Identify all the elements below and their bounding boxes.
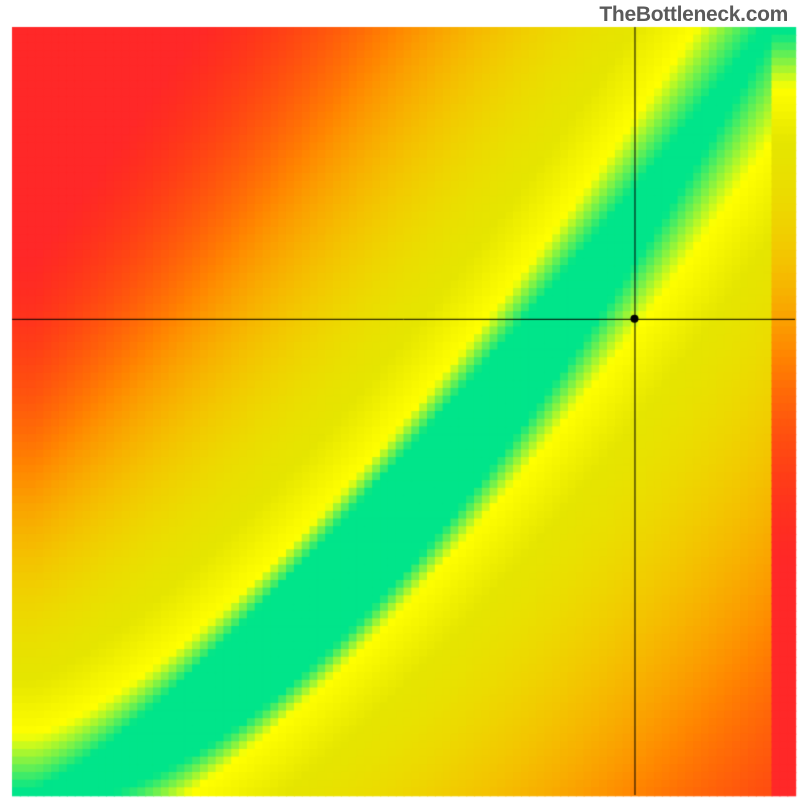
bottleneck-heatmap bbox=[0, 0, 800, 800]
chart-container: TheBottleneck.com bbox=[0, 0, 800, 800]
attribution-text: TheBottleneck.com bbox=[599, 3, 788, 27]
